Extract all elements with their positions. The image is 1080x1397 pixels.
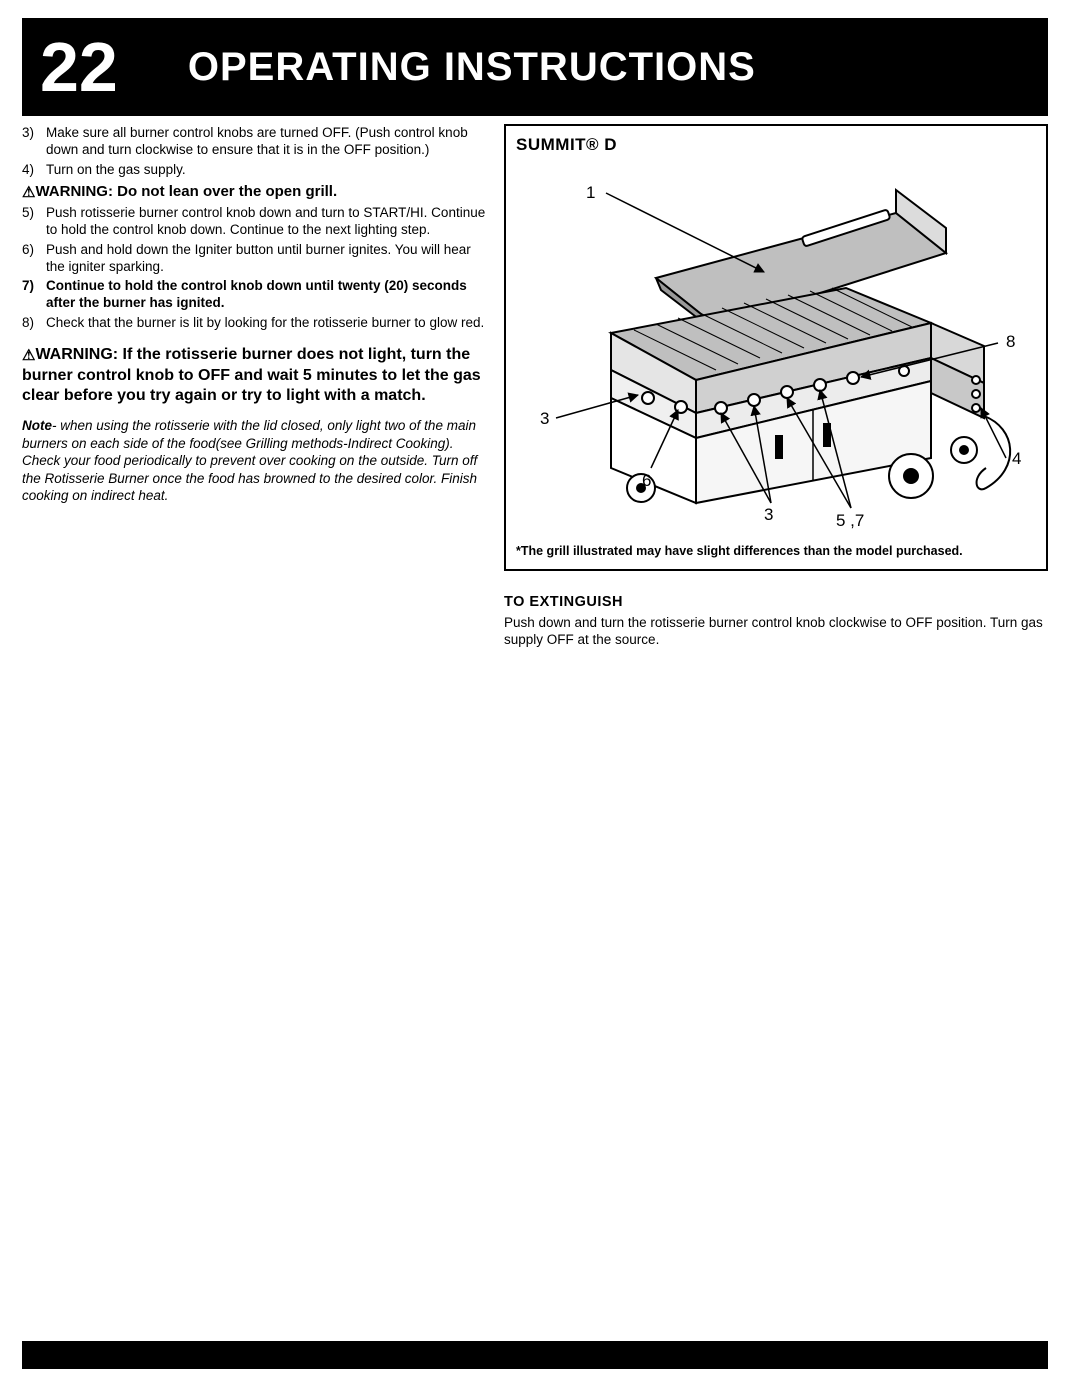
step-text: Continue to hold the control knob down u… bbox=[46, 277, 492, 312]
step-num: 7) bbox=[22, 277, 46, 312]
step-text: Push rotisserie burner control knob down… bbox=[46, 204, 492, 239]
note-block: Note- when using the rotisserie with the… bbox=[22, 417, 492, 505]
diagram-box: SUMMIT® D bbox=[504, 124, 1048, 571]
callout-8: 8 bbox=[1006, 332, 1015, 351]
page-number: 22 bbox=[40, 32, 118, 102]
list-item: 7) Continue to hold the control knob dow… bbox=[22, 277, 492, 312]
list-item: 4) Turn on the gas supply. bbox=[22, 161, 492, 178]
page-title: OPERATING INSTRUCTIONS bbox=[188, 45, 756, 90]
diagram-disclaimer: *The grill illustrated may have slight d… bbox=[516, 544, 1036, 560]
right-column: SUMMIT® D bbox=[504, 124, 1048, 1341]
content-columns: 3) Make sure all burner control knobs ar… bbox=[22, 124, 1048, 1341]
callout-6: 6 bbox=[642, 471, 651, 490]
note-body: - when using the rotisserie with the lid… bbox=[22, 418, 477, 503]
callout-3a: 3 bbox=[540, 409, 549, 428]
extinguish-heading: TO EXTINGUISH bbox=[504, 593, 1048, 612]
list-item: 3) Make sure all burner control knobs ar… bbox=[22, 124, 492, 159]
warning-block: ⚠WARNING: If the rotisserie burner does … bbox=[22, 345, 492, 407]
footer-bar bbox=[22, 1341, 1048, 1369]
grill-diagram: 1 8 3 6 3 5 ,7 4 bbox=[516, 158, 1036, 538]
warning-block-text: WARNING: If the rotisserie burner does n… bbox=[22, 346, 481, 405]
step-num: 5) bbox=[22, 204, 46, 239]
diagram-title: SUMMIT® D bbox=[516, 134, 1036, 156]
callout-57: 5 ,7 bbox=[836, 511, 864, 530]
step-num: 4) bbox=[22, 161, 46, 178]
steps-list-a: 3) Make sure all burner control knobs ar… bbox=[22, 124, 492, 178]
callout-1: 1 bbox=[586, 183, 595, 202]
step-num: 3) bbox=[22, 124, 46, 159]
steps-list-b: 5) Push rotisserie burner control knob d… bbox=[22, 204, 492, 331]
header-bar: 22 OPERATING INSTRUCTIONS bbox=[22, 18, 1048, 116]
left-column: 3) Make sure all burner control knobs ar… bbox=[22, 124, 492, 1341]
step-text: Check that the burner is lit by looking … bbox=[46, 314, 492, 331]
list-item: 8) Check that the burner is lit by looki… bbox=[22, 314, 492, 331]
warning-icon: ⚠ bbox=[22, 183, 35, 202]
step-text: Push and hold down the Igniter button un… bbox=[46, 241, 492, 276]
list-item: 6) Push and hold down the Igniter button… bbox=[22, 241, 492, 276]
callout-4: 4 bbox=[1012, 449, 1021, 468]
step-num: 6) bbox=[22, 241, 46, 276]
warning-line: ⚠WARNING: Do not lean over the open gril… bbox=[22, 182, 492, 202]
warning-line-text: WARNING: Do not lean over the open grill… bbox=[35, 183, 337, 200]
warning-icon: ⚠ bbox=[22, 346, 35, 366]
list-item: 5) Push rotisserie burner control knob d… bbox=[22, 204, 492, 239]
step-num: 8) bbox=[22, 314, 46, 331]
step-text: Make sure all burner control knobs are t… bbox=[46, 124, 492, 159]
step-text: Turn on the gas supply. bbox=[46, 161, 492, 178]
callout-3b: 3 bbox=[764, 505, 773, 524]
note-lead: Note bbox=[22, 418, 52, 433]
grill-svg: 1 8 3 6 3 5 ,7 4 bbox=[516, 158, 1036, 538]
extinguish-body: Push down and turn the rotisserie burner… bbox=[504, 614, 1048, 649]
